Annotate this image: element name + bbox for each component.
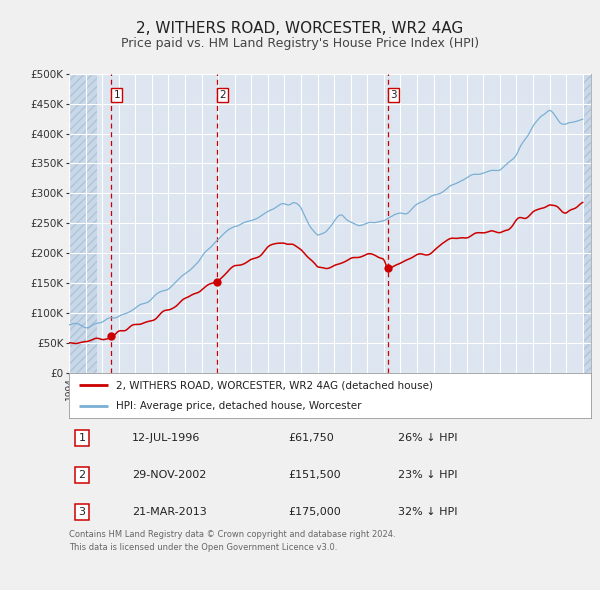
Bar: [69, 74, 97, 372]
Text: 21-MAR-2013: 21-MAR-2013: [131, 507, 206, 517]
Text: £61,750: £61,750: [288, 433, 334, 443]
Text: Contains HM Land Registry data © Crown copyright and database right 2024.
This d: Contains HM Land Registry data © Crown c…: [69, 530, 395, 552]
Text: HPI: Average price, detached house, Worcester: HPI: Average price, detached house, Worc…: [116, 401, 361, 411]
Text: £151,500: £151,500: [288, 470, 341, 480]
Text: Price paid vs. HM Land Registry's House Price Index (HPI): Price paid vs. HM Land Registry's House …: [121, 37, 479, 50]
Text: 3: 3: [79, 507, 86, 517]
Text: 1: 1: [79, 433, 86, 443]
Text: 23% ↓ HPI: 23% ↓ HPI: [398, 470, 457, 480]
Text: 2: 2: [79, 470, 86, 480]
Text: 1: 1: [113, 90, 120, 100]
Text: £175,000: £175,000: [288, 507, 341, 517]
Text: 2, WITHERS ROAD, WORCESTER, WR2 4AG: 2, WITHERS ROAD, WORCESTER, WR2 4AG: [136, 21, 464, 35]
Text: 29-NOV-2002: 29-NOV-2002: [131, 470, 206, 480]
Text: 3: 3: [390, 90, 397, 100]
Text: 2: 2: [219, 90, 226, 100]
Text: 2, WITHERS ROAD, WORCESTER, WR2 4AG (detached house): 2, WITHERS ROAD, WORCESTER, WR2 4AG (det…: [116, 380, 433, 390]
Text: 26% ↓ HPI: 26% ↓ HPI: [398, 433, 457, 443]
Text: 12-JUL-1996: 12-JUL-1996: [131, 433, 200, 443]
Bar: [583, 74, 591, 372]
Text: 32% ↓ HPI: 32% ↓ HPI: [398, 507, 457, 517]
